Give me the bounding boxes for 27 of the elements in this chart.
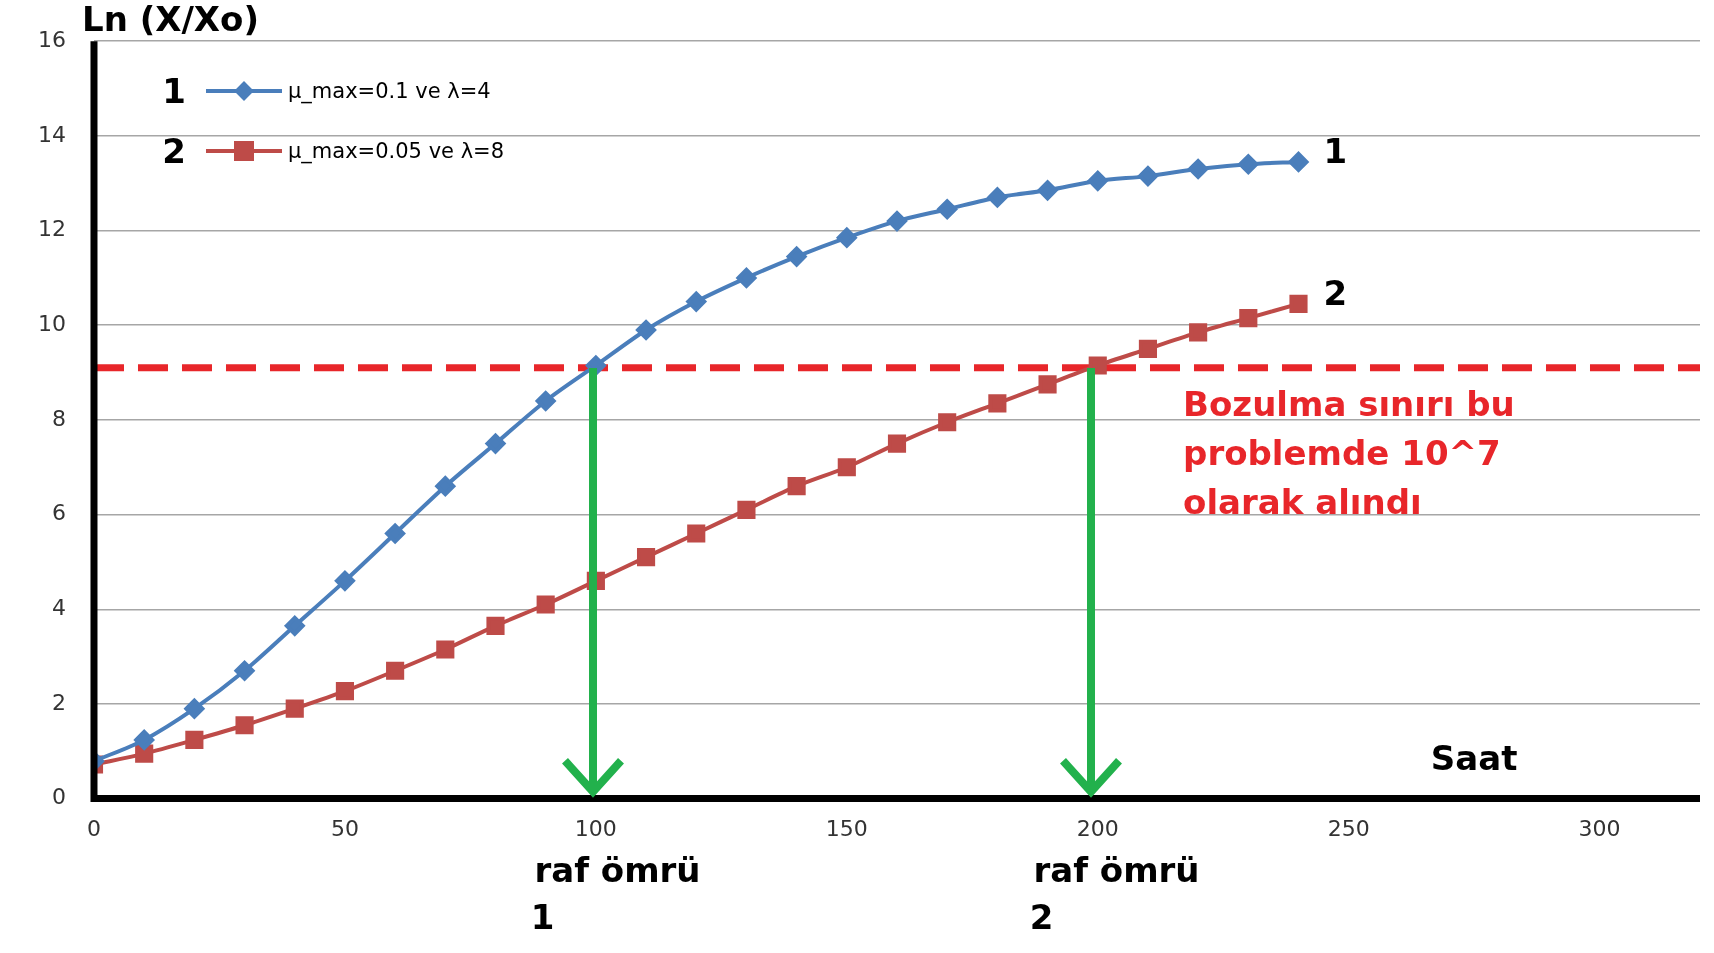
x-tick-label: 300 xyxy=(1578,815,1621,841)
y-axis-title: Ln (X/Xo) xyxy=(81,0,259,39)
annotation: 2 xyxy=(1323,272,1348,313)
x-axis-title: Saat xyxy=(1430,738,1518,779)
y-tick-label: 2 xyxy=(51,689,66,715)
x-tick-label: 200 xyxy=(1076,815,1119,841)
text: 2 xyxy=(162,131,186,172)
y-tick-label: 10 xyxy=(37,310,66,336)
text: raf ömrü 2 xyxy=(1029,850,1200,938)
x-tick-label: 100 xyxy=(574,815,617,841)
annotation: 1 xyxy=(1323,130,1348,171)
y-tick-label: 14 xyxy=(37,121,66,147)
ref-line-label: Bozulma sınırı bu problemde 10^7 olarak alındı xyxy=(1183,383,1515,522)
y-tick-label: 16 xyxy=(37,26,66,52)
y-tick-label: 12 xyxy=(37,216,66,242)
y-tick-label: 4 xyxy=(51,594,66,620)
y-tick-label: 8 xyxy=(51,405,66,431)
legend-label: µ_max=0.1 ve λ=4 xyxy=(287,79,491,104)
y-tick-label: 0 xyxy=(51,784,66,810)
x-tick-label: 0 xyxy=(86,815,101,841)
x-tick-label: 50 xyxy=(330,815,359,841)
x-tick-label: 150 xyxy=(825,815,868,841)
text: raf ömrü 1 xyxy=(530,850,701,938)
text: 1 xyxy=(162,71,186,112)
y-tick-label: 6 xyxy=(51,500,66,526)
legend-label: µ_max=0.05 ve λ=8 xyxy=(287,139,505,164)
x-tick-label: 250 xyxy=(1327,815,1370,841)
